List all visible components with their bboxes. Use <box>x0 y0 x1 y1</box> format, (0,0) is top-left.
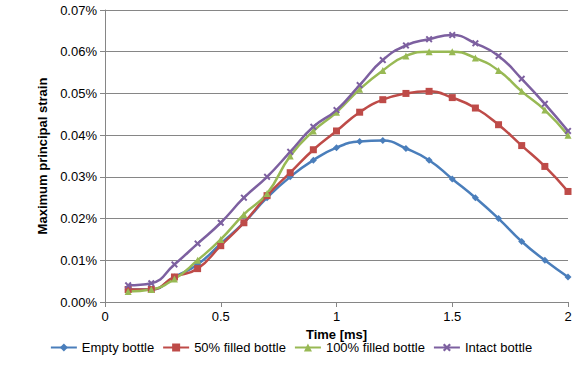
svg-text:1: 1 <box>333 309 340 324</box>
svg-text:100% filled bottle: 100% filled bottle <box>326 340 425 355</box>
svg-text:Empty bottle: Empty bottle <box>82 340 154 355</box>
svg-text:Maximum principal strain: Maximum principal strain <box>35 78 50 235</box>
svg-text:0: 0 <box>101 309 108 324</box>
svg-text:Time [ms]: Time [ms] <box>305 326 368 342</box>
svg-text:0.05%: 0.05% <box>60 86 97 101</box>
svg-text:0.00%: 0.00% <box>60 295 97 310</box>
svg-text:0.06%: 0.06% <box>60 44 97 59</box>
svg-text:0.04%: 0.04% <box>60 128 97 143</box>
svg-text:50% filled bottle: 50% filled bottle <box>194 340 286 355</box>
svg-text:0.01%: 0.01% <box>60 253 97 268</box>
svg-text:0.5: 0.5 <box>212 309 230 324</box>
svg-text:2: 2 <box>564 309 571 324</box>
svg-text:0.02%: 0.02% <box>60 211 97 226</box>
svg-text:Intact bottle: Intact bottle <box>465 340 532 355</box>
svg-text:0.03%: 0.03% <box>60 169 97 184</box>
svg-text:1.5: 1.5 <box>443 309 461 324</box>
svg-text:0.07%: 0.07% <box>60 3 97 18</box>
